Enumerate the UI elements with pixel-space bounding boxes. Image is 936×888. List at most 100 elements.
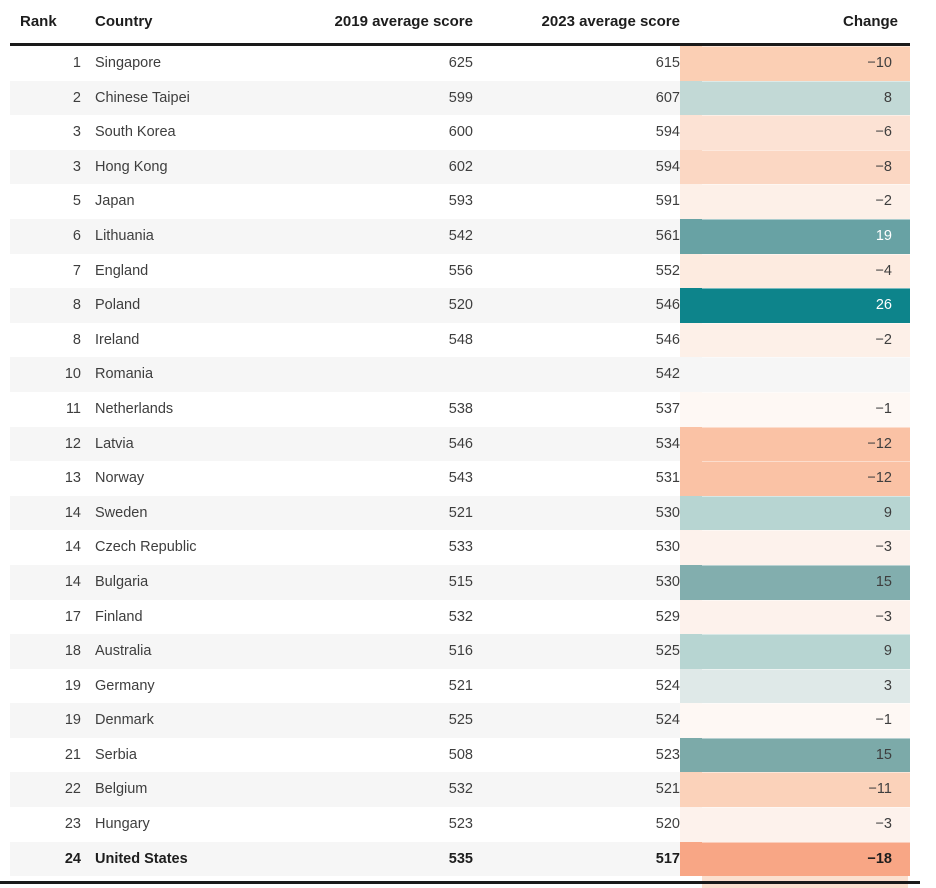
bottom-rule [0, 881, 920, 885]
column-header-2023-score: 2023 average score [541, 13, 680, 30]
score-2019-cell: 546 [448, 435, 473, 452]
change-cell: 9 [680, 634, 910, 669]
rank-cell: 14 [64, 504, 81, 521]
rank-cell: 24 [64, 850, 81, 867]
score-2019-cell: 533 [448, 539, 473, 556]
country-cell: Belgium [95, 781, 148, 798]
rank-cell: 10 [64, 366, 81, 383]
change-cell: −3 [680, 807, 910, 842]
score-2019-cell: 532 [448, 781, 473, 798]
score-2023-cell: 521 [655, 781, 680, 798]
table-row: 3 South Korea 600 594 −6 [10, 115, 910, 150]
country-cell: United States [95, 850, 188, 867]
score-2023-cell: 591 [655, 193, 680, 210]
score-2019-cell: 521 [448, 677, 473, 694]
rank-cell: 6 [72, 227, 81, 244]
country-cell: Serbia [95, 746, 137, 763]
score-2019-cell: 593 [448, 193, 473, 210]
table-row: 23 Hungary 523 520 −3 [10, 807, 910, 842]
score-2023-cell: 594 [655, 124, 680, 141]
score-2019-cell: 525 [448, 712, 473, 729]
country-cell: Singapore [95, 55, 162, 71]
table-row: 21 Serbia 508 523 15 [10, 737, 910, 773]
score-2023-cell: 520 [655, 816, 680, 833]
change-cell: −12 [680, 461, 910, 496]
rank-cell: 8 [72, 331, 81, 348]
rank-cell: 7 [72, 262, 81, 279]
rank-cell: 19 [64, 712, 81, 729]
change-cell: −4 [680, 253, 910, 289]
score-2019-cell: 538 [448, 400, 473, 417]
score-2023-cell: 607 [655, 89, 680, 106]
score-2023-cell: 524 [655, 712, 680, 729]
table-body: 1 Singapore 625 615 −10 2 Chinese Taipei 599 607… [10, 46, 910, 877]
country-cell: Norway [95, 470, 145, 487]
rank-cell: 5 [72, 193, 81, 210]
change-cell: −18 [680, 841, 910, 877]
score-2023-cell: 530 [655, 504, 680, 521]
score-2023-cell: 546 [655, 331, 680, 348]
rank-cell: 8 [72, 297, 81, 314]
score-2023-cell: 530 [655, 539, 680, 556]
change-cell [680, 357, 910, 392]
rank-cell: 23 [64, 816, 81, 833]
table-row: 6 Lithuania 542 561 19 [10, 218, 910, 254]
score-2023-cell: 531 [655, 470, 680, 487]
score-2019-cell: 602 [448, 158, 473, 175]
rank-cell: 3 [72, 158, 81, 175]
table-row: 19 Denmark 525 524 −1 [10, 703, 910, 738]
score-2019-cell: 542 [448, 227, 473, 244]
rank-cell: 11 [65, 400, 81, 417]
score-2023-cell: 542 [655, 366, 680, 383]
table-row: 11 Netherlands 538 537 −1 [10, 391, 910, 427]
score-2019-cell: 600 [448, 124, 473, 141]
score-2023-cell: 552 [655, 262, 680, 279]
change-cell: 15 [680, 564, 910, 600]
score-2019-cell: 521 [448, 504, 473, 521]
column-header-country: Country [95, 13, 153, 30]
score-2023-cell: 594 [655, 158, 680, 175]
score-2023-cell: 546 [655, 297, 680, 314]
table-row: 24 United States 535 517 −18 [10, 841, 910, 877]
score-2023-cell: 517 [655, 850, 680, 867]
table-row: 7 England 556 552 −4 [10, 253, 910, 289]
score-2019-cell: 543 [448, 470, 473, 487]
country-cell: Romania [95, 366, 154, 383]
table-row: 14 Bulgaria 515 530 15 [10, 564, 910, 600]
table-row: 3 Hong Kong 602 594 −8 [10, 149, 910, 185]
score-2019-cell: 535 [448, 850, 473, 867]
column-header-change: Change [842, 13, 898, 30]
table-row: 5 Japan 593 591 −2 [10, 184, 910, 219]
column-header-2019-score: 2019 average score [334, 13, 473, 30]
rank-cell: 22 [64, 781, 81, 798]
score-2023-cell: 537 [655, 400, 680, 417]
change-cell: −3 [680, 599, 910, 635]
country-cell: Hungary [95, 816, 150, 833]
change-cell: −8 [680, 149, 910, 185]
country-cell: Bulgaria [95, 573, 149, 590]
rank-cell: 14 [64, 539, 81, 556]
table-row: 22 Belgium 532 521 −11 [10, 772, 910, 808]
partial-next-row [0, 876, 920, 888]
country-cell: Denmark [95, 712, 154, 729]
score-2019-cell: 520 [448, 297, 473, 314]
table-row: 10 Romania 542 [10, 357, 910, 392]
table-row: 1 Singapore 625 615 −10 [10, 46, 910, 81]
country-cell: Lithuania [95, 227, 154, 244]
change-cell: −11 [680, 772, 910, 808]
rank-cell: 21 [64, 746, 81, 763]
column-header-rank: Rank [20, 13, 57, 30]
change-cell: −2 [680, 184, 910, 219]
rank-cell: 13 [64, 470, 81, 487]
table-row: 12 Latvia 546 534 −12 [10, 426, 910, 462]
country-cell: Australia [95, 643, 152, 660]
country-cell: Hong Kong [95, 158, 168, 175]
country-cell: Japan [95, 193, 135, 210]
rank-cell: 2 [72, 89, 81, 106]
table-row: 19 Germany 521 524 3 [10, 668, 910, 704]
score-2019-cell: 548 [448, 331, 473, 348]
score-2023-cell: 530 [655, 573, 680, 590]
country-cell: Chinese Taipei [95, 89, 190, 106]
score-2023-cell: 529 [655, 608, 680, 625]
